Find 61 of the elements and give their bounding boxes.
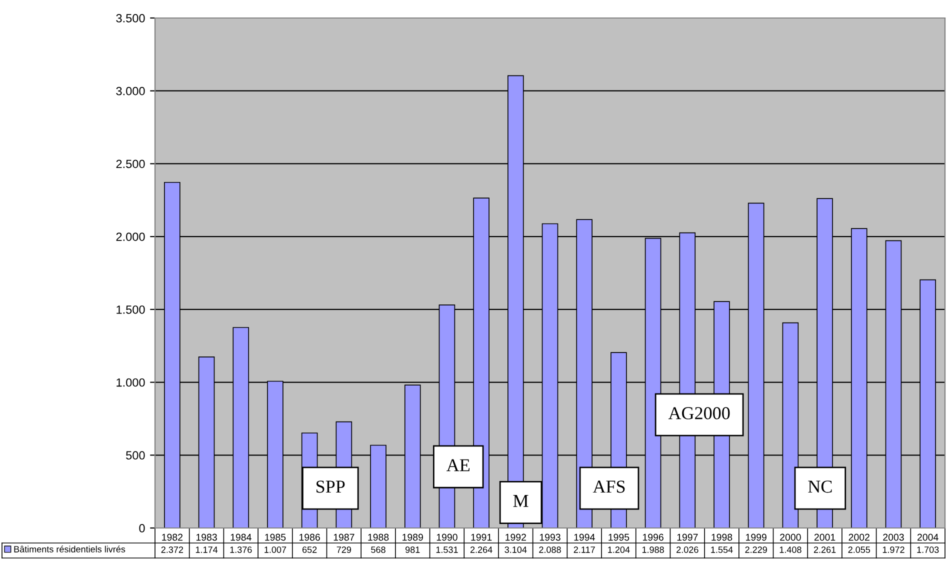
data-label: 2.261 (814, 546, 836, 553)
data-label: 2.026 (676, 546, 698, 553)
data-label: 1.408 (780, 546, 802, 553)
data-label: 1.531 (436, 546, 458, 553)
x-tick-label: 1992 (506, 534, 526, 541)
data-label: 652 (302, 546, 317, 553)
y-tick-label: 1.000 (116, 378, 145, 387)
x-tick-label: 1991 (471, 534, 492, 541)
x-tick-label: 1986 (299, 534, 320, 541)
data-label: 2.229 (745, 546, 767, 553)
x-tick-label: 1987 (334, 534, 354, 541)
data-label: 2.117 (574, 546, 595, 553)
data-label: 3.104 (504, 546, 527, 553)
data-label: 729 (336, 546, 352, 553)
data-label: 1.174 (196, 546, 218, 553)
data-label: 1.204 (608, 546, 630, 553)
x-tick-label: 1993 (540, 534, 560, 541)
y-tick-label: 3.500 (116, 14, 145, 22)
y-tick-label: 2.500 (116, 160, 145, 168)
legend-label: Bâtiments résidentiels livrés (14, 546, 126, 552)
x-tick-label: 1996 (642, 534, 664, 541)
x-tick-label: 1995 (608, 534, 630, 541)
data-label: 2.264 (470, 546, 492, 553)
x-tick-label: 1988 (368, 534, 389, 541)
y-tick-label: 3.000 (116, 86, 145, 96)
x-tick-label: 2004 (918, 534, 938, 541)
x-tick-label: 1982 (162, 534, 182, 541)
data-label: 1.703 (917, 546, 939, 553)
y-tick-label: 1.500 (116, 305, 145, 314)
x-tick-label: 2002 (848, 534, 870, 541)
x-tick-label: 1997 (677, 534, 698, 541)
x-tick-label: 1998 (712, 534, 732, 541)
annotation: AG2000 (668, 407, 730, 420)
annotation: AE (446, 459, 470, 472)
annotation: M (513, 495, 528, 507)
x-tick-label: 2000 (780, 534, 801, 541)
data-label: 2.088 (539, 546, 561, 553)
x-tick-label: 1994 (574, 534, 595, 541)
data-label: 2.372 (161, 546, 184, 553)
x-tick-label: 2001 (814, 534, 836, 541)
data-label: 1.554 (711, 546, 733, 553)
annotation: SPP (316, 480, 345, 493)
x-tick-label: 1990 (436, 534, 458, 541)
data-label: 1.007 (264, 546, 286, 553)
data-label: 1.376 (230, 546, 252, 553)
data-label: 1.988 (642, 546, 664, 553)
data-label: 1.972 (882, 546, 904, 553)
data-label: 568 (371, 546, 386, 553)
data-label: 981 (406, 546, 420, 553)
x-tick-label: 1999 (746, 534, 766, 541)
data-label: 2.055 (848, 546, 870, 553)
y-tick-label: 500 (126, 451, 145, 460)
x-tick-label: 1983 (196, 534, 217, 541)
x-tick-label: 1989 (402, 534, 423, 541)
x-tick-label: 1985 (265, 534, 286, 541)
annotation: NC (808, 480, 832, 493)
annotation: AFS (592, 480, 625, 493)
y-tick-label: 2.000 (116, 232, 145, 241)
x-tick-label: 1984 (230, 534, 252, 541)
y-tick-label: 0 (139, 524, 145, 532)
x-tick-label: 2003 (883, 534, 904, 541)
